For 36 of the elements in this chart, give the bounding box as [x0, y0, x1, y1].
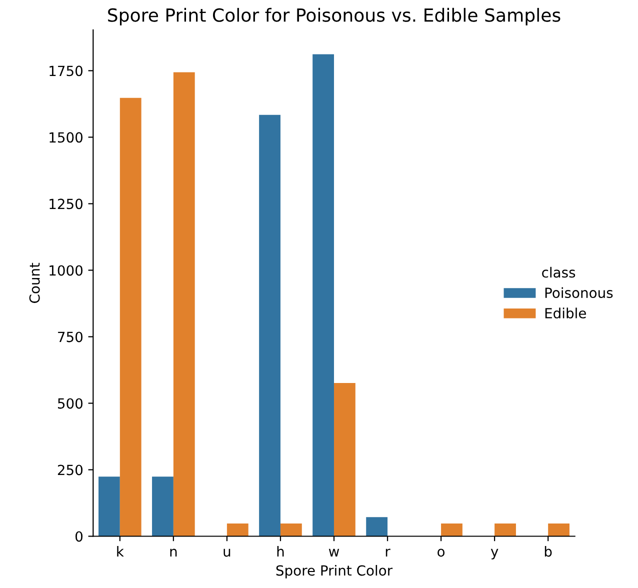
bar: [366, 517, 388, 536]
x-tick-label: r: [386, 548, 390, 557]
y-tick-label: 1000: [50, 265, 83, 276]
bar: [152, 476, 174, 536]
bar: [494, 523, 516, 536]
bar: [226, 523, 248, 536]
x-tick-label: k: [117, 546, 124, 557]
y-tick-label: 750: [58, 332, 83, 342]
bar: [259, 114, 280, 536]
legend-title: class: [542, 266, 576, 278]
y-tick-label: 1750: [50, 66, 83, 76]
y-tick-label: 1250: [50, 198, 83, 210]
legend-label: Edible: [545, 308, 586, 318]
y-tick-label: 0: [76, 531, 83, 542]
x-tick-label: w: [328, 548, 340, 557]
y-tick-label: 250: [58, 464, 83, 476]
bar: [173, 72, 195, 536]
bar: [120, 98, 142, 536]
x-tick-label: h: [277, 546, 284, 557]
bar: [280, 523, 302, 536]
bar: [98, 476, 120, 536]
bar: [441, 523, 462, 536]
x-axis-title: Spore Print Color: [276, 564, 393, 578]
x-tick-label: o: [438, 548, 445, 557]
x-tick-label: n: [170, 548, 177, 557]
bar: [312, 54, 334, 536]
chart-title: Spore Print Color for Poisonous vs. Edible Samples: [108, 8, 560, 26]
y-tick-label: 500: [58, 398, 83, 409]
y-tick-label: 1500: [50, 132, 83, 143]
legend-label: Poisonous: [545, 287, 613, 298]
bar: [334, 383, 356, 536]
x-tick-label: y: [490, 548, 498, 560]
x-tick-label: b: [544, 546, 552, 557]
bar: [548, 523, 570, 536]
x-tick-label: u: [224, 548, 230, 557]
y-axis-title: Count: [29, 262, 40, 303]
